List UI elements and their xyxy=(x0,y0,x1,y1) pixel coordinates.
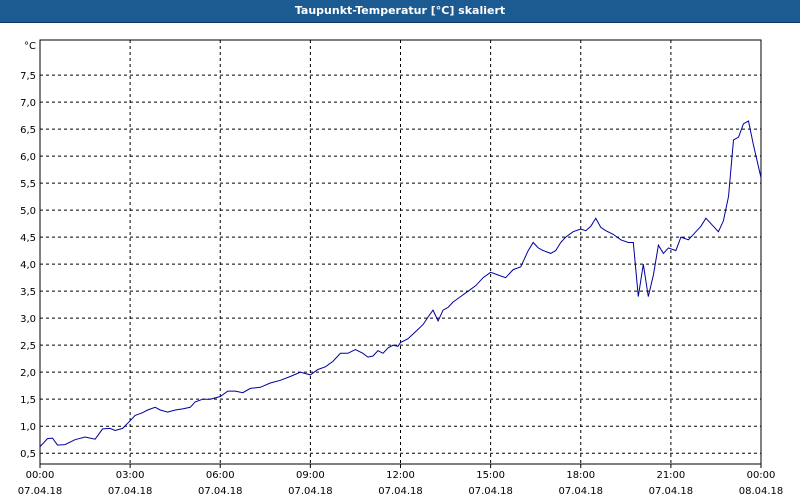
x-tick-time: 06:00 xyxy=(206,470,235,481)
y-tick-label: 6,0 xyxy=(20,152,36,163)
y-tick-label: 4,5 xyxy=(20,233,36,244)
x-axis-ticks: 00:00 07.04.18 03:00 07.04.18 06:00 07.04.18 0… xyxy=(18,464,784,497)
y-tick-label: 1,0 xyxy=(20,422,36,433)
y-tick-label: 3,0 xyxy=(20,314,36,325)
y-tick-label: 2,5 xyxy=(20,341,36,352)
x-tick-time: 09:00 xyxy=(296,470,325,481)
x-tick-date: 07.04.18 xyxy=(198,486,243,497)
y-tick-label: 7,5 xyxy=(20,71,36,82)
grid-lines xyxy=(40,40,761,464)
y-tick-label: 1,5 xyxy=(20,395,36,406)
x-tick-date: 08.04.18 xyxy=(739,486,784,497)
x-tick-date: 07.04.18 xyxy=(378,486,423,497)
x-tick-time: 03:00 xyxy=(116,470,145,481)
y-tick-label: 6,5 xyxy=(20,125,36,136)
y-tick-label: 7,0 xyxy=(20,98,36,109)
y-tick-label: 2,0 xyxy=(20,368,36,379)
x-tick-time: 00:00 xyxy=(26,470,55,481)
y-tick-label: 5,0 xyxy=(20,206,36,217)
x-tick-time: 15:00 xyxy=(476,470,505,481)
title-bar: Taupunkt-Temperatur [°C] skaliert xyxy=(0,0,800,23)
x-tick-date: 07.04.18 xyxy=(108,486,153,497)
chart-title: Taupunkt-Temperatur [°C] skaliert xyxy=(294,4,506,17)
y-tick-label: 3,5 xyxy=(20,287,36,298)
dewpoint-series-line xyxy=(39,120,762,448)
x-tick-time: 21:00 xyxy=(656,470,685,481)
y-tick-label: 5,5 xyxy=(20,179,36,190)
x-tick-date: 07.04.18 xyxy=(558,486,603,497)
x-tick-date: 07.04.18 xyxy=(288,486,333,497)
chart-area: 0,5 1,0 1,5 2,0 2,5 3,0 3,5 4,0 4,5 5,0 5,5 6,0 6,5 7… xyxy=(18,39,784,497)
x-tick-time: 18:00 xyxy=(566,470,595,481)
y-tick-label: 4,0 xyxy=(20,260,36,271)
unit-label: °C xyxy=(24,41,36,52)
y-axis-ticks: 0,5 1,0 1,5 2,0 2,5 3,0 3,5 4,0 4,5 5,0 5,5 6,0 6,5 7… xyxy=(20,71,36,460)
y-tick-label: 0,5 xyxy=(20,449,36,460)
x-tick-date: 07.04.18 xyxy=(18,486,63,497)
x-tick-time: 12:00 xyxy=(386,470,415,481)
x-tick-time: 00:00 xyxy=(747,470,776,481)
x-tick-date: 07.04.18 xyxy=(468,486,513,497)
x-tick-date: 07.04.18 xyxy=(649,486,694,497)
